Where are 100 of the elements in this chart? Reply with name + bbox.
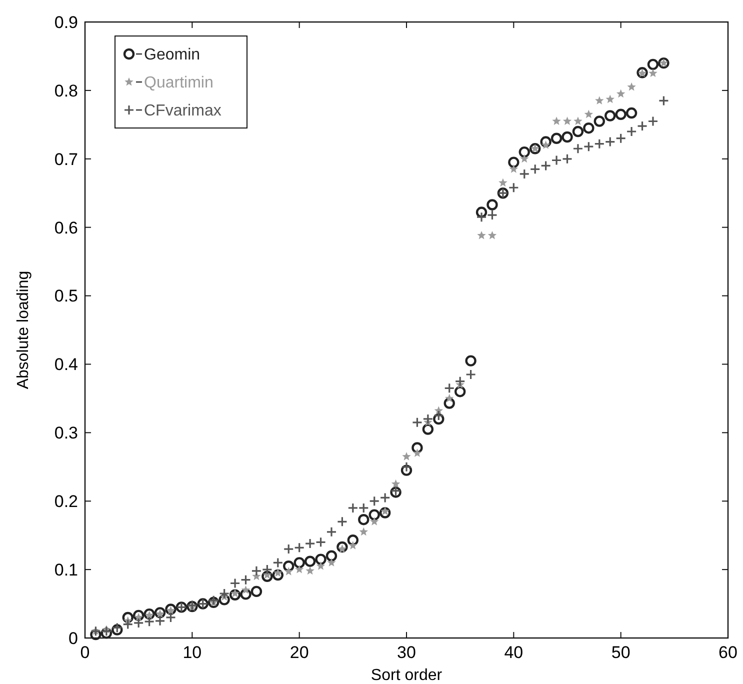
point [100, 628, 112, 639]
y-tick-label: 0 [68, 628, 78, 648]
point [454, 386, 466, 398]
point [454, 376, 466, 387]
point [412, 442, 423, 454]
point [584, 110, 594, 118]
x-tick-label: 60 [718, 643, 738, 662]
point [230, 588, 240, 598]
point [327, 558, 336, 566]
point [530, 164, 540, 174]
point [326, 526, 337, 538]
point [272, 569, 284, 581]
x-tick-label: 10 [182, 643, 202, 662]
point [508, 156, 520, 168]
point [380, 492, 390, 503]
point [509, 164, 518, 173]
point [306, 566, 314, 575]
point [540, 136, 552, 148]
y-tick-label: 0.7 [54, 150, 78, 169]
point [304, 556, 316, 567]
point [615, 108, 626, 120]
point [604, 136, 616, 148]
point [444, 394, 454, 402]
y-tick-label: 0.9 [54, 12, 78, 32]
point [550, 132, 562, 144]
point [272, 557, 284, 568]
y-tick-label: 0.2 [54, 492, 78, 512]
point [574, 116, 582, 125]
point [583, 122, 594, 134]
point [262, 570, 273, 582]
point [486, 210, 498, 220]
point [240, 574, 252, 586]
point [444, 398, 455, 409]
point [274, 568, 282, 577]
point [486, 199, 498, 210]
point [401, 462, 412, 472]
point [616, 133, 626, 144]
point [316, 562, 326, 570]
x-tick-label: 30 [397, 643, 416, 662]
x-axis-title: Sort order [370, 667, 443, 684]
point [648, 116, 658, 127]
point [402, 452, 411, 460]
point [422, 424, 434, 435]
point [647, 58, 659, 70]
point [240, 588, 252, 600]
point [250, 586, 262, 598]
point [368, 509, 380, 520]
point [583, 141, 594, 152]
x-tick-label: 20 [290, 643, 309, 662]
y-tick-label: 0.4 [54, 355, 78, 374]
point [476, 212, 487, 222]
point [132, 610, 144, 622]
point [315, 536, 326, 548]
point [551, 154, 562, 166]
point [251, 566, 262, 576]
point [144, 616, 155, 627]
point [422, 414, 434, 424]
point [433, 410, 444, 421]
point [595, 96, 604, 104]
point [133, 618, 144, 628]
point [572, 126, 584, 138]
point [476, 206, 488, 218]
point [358, 514, 370, 526]
point [616, 89, 626, 98]
point [294, 542, 305, 553]
point [498, 178, 508, 187]
point [165, 612, 176, 623]
point [165, 604, 176, 615]
text: Geomin [144, 46, 200, 64]
point [359, 527, 368, 536]
point [518, 146, 530, 158]
point [283, 560, 294, 572]
point [626, 107, 638, 119]
point [284, 567, 293, 576]
point [166, 606, 176, 614]
point [488, 230, 497, 240]
point [520, 154, 529, 163]
point [336, 516, 348, 527]
y-tick-label: 0.1 [54, 560, 78, 580]
y-tick-label: 0.8 [54, 81, 78, 100]
point [380, 506, 390, 516]
point [552, 116, 561, 125]
point [347, 534, 359, 546]
point [433, 413, 444, 425]
y-tick-label: 0.3 [54, 424, 78, 443]
y-tick-label: 0.6 [54, 218, 78, 238]
point [562, 154, 573, 164]
point [391, 479, 400, 488]
x-tick-label: 50 [611, 643, 630, 662]
point [519, 168, 530, 180]
point [229, 589, 241, 600]
point [626, 126, 637, 137]
point [241, 585, 250, 594]
point [606, 94, 614, 104]
point [541, 140, 550, 149]
point [412, 448, 422, 457]
point [336, 541, 348, 553]
point [101, 626, 112, 636]
point [594, 138, 605, 150]
point [648, 68, 658, 78]
